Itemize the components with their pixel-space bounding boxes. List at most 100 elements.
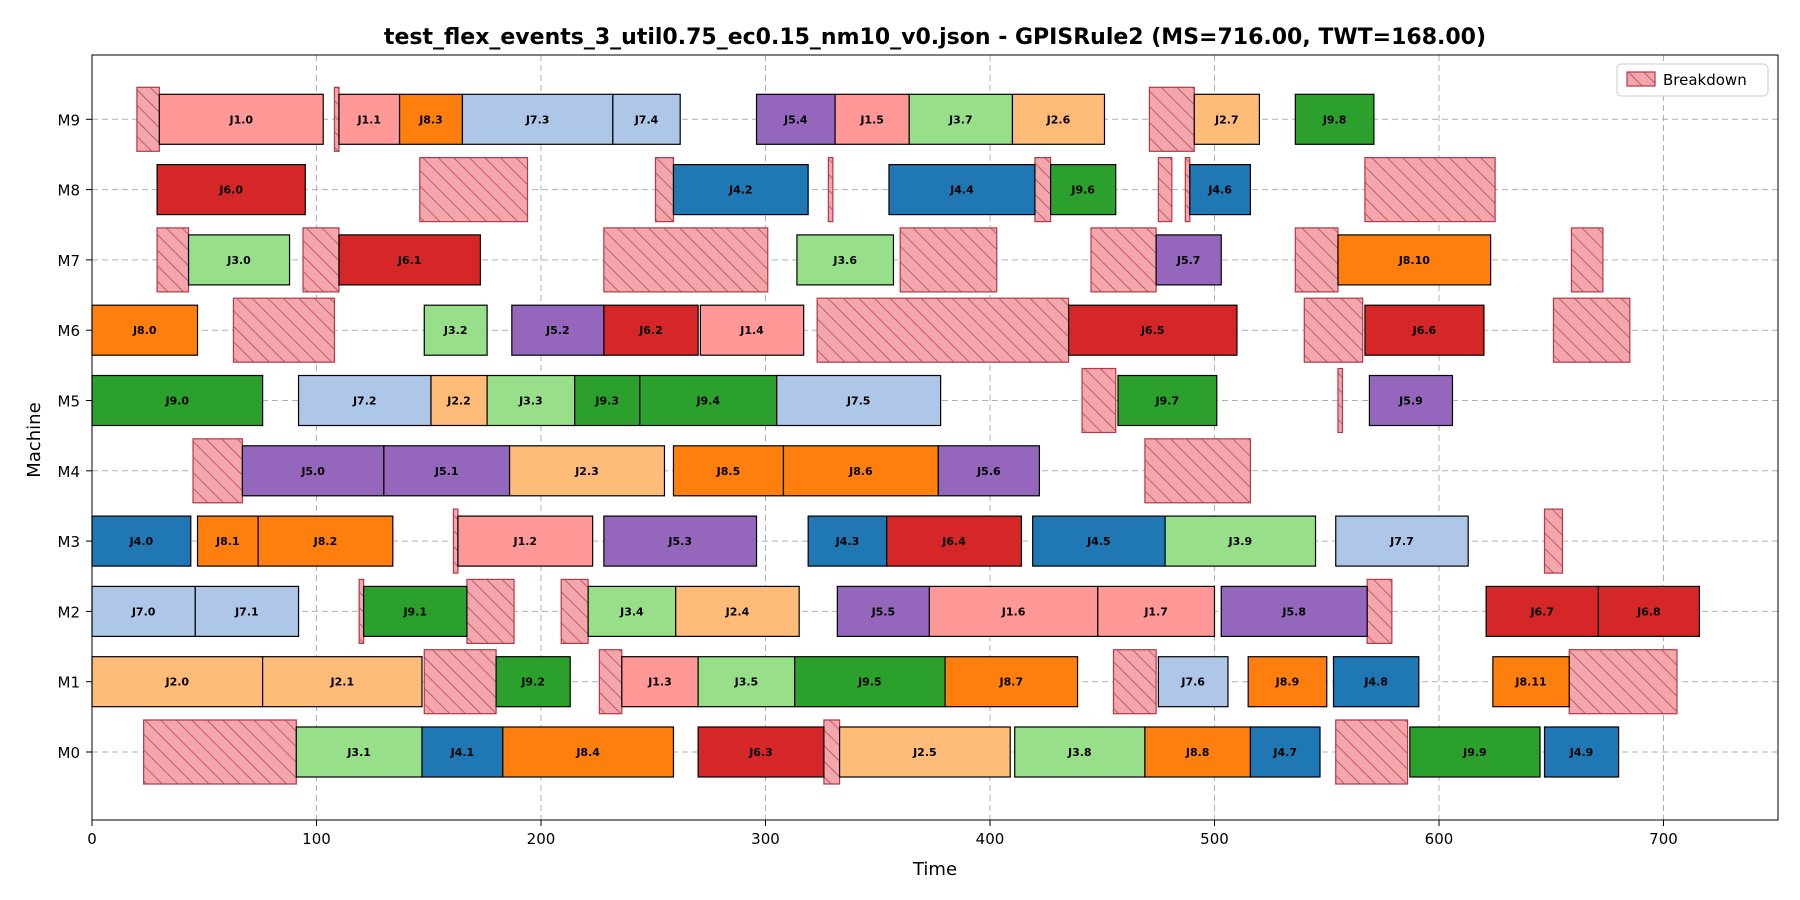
breakdown-bar <box>333 86 340 152</box>
task-label: J3.8 <box>1067 746 1092 759</box>
task-bar <box>156 164 306 216</box>
task-label: J4.8 <box>1363 676 1388 689</box>
task-bar <box>158 93 324 145</box>
task-bar <box>1014 726 1146 778</box>
task-bar <box>383 445 511 497</box>
task-bar <box>495 656 571 708</box>
task-label: J8.5 <box>716 465 741 478</box>
y-tick-label-m2: M2 <box>58 603 81 621</box>
task-label: J6.4 <box>941 535 966 548</box>
breakdown-bar <box>232 297 336 363</box>
task-label: J4.2 <box>728 184 753 197</box>
task-label: J4.0 <box>129 535 154 548</box>
breakdown-bar <box>1144 438 1252 504</box>
task-label: J5.0 <box>300 465 325 478</box>
breakdown-bar <box>1303 297 1364 363</box>
breakdown-bar <box>358 578 365 645</box>
task-label: J1.1 <box>356 113 381 126</box>
breakdown-bar <box>816 297 1070 363</box>
x-tick-label: 600 <box>1425 830 1454 848</box>
task-bar <box>639 374 778 427</box>
task-label: J7.5 <box>846 395 871 408</box>
task-bar <box>1543 726 1620 778</box>
task-bar <box>187 234 291 286</box>
y-axis-label: Machine <box>24 402 45 477</box>
x-tick-label: 700 <box>1649 830 1678 848</box>
task-label: J8.0 <box>132 324 157 337</box>
task-label: J2.6 <box>1046 113 1071 126</box>
task-label: J5.9 <box>1398 395 1423 408</box>
task-label: J2.4 <box>725 605 750 618</box>
task-bar <box>603 515 758 567</box>
task-label: J9.7 <box>1155 395 1180 408</box>
breakdown-bar <box>192 438 244 504</box>
task-label: J3.6 <box>832 254 857 267</box>
task-bar <box>196 515 259 567</box>
breakdown-bar <box>419 157 529 223</box>
task-bar <box>574 374 641 427</box>
task-label: J7.1 <box>234 605 259 618</box>
task-label: J5.8 <box>1281 605 1306 618</box>
task-bar <box>91 374 264 427</box>
task-bar <box>262 656 423 708</box>
task-label: J8.11 <box>1514 676 1546 689</box>
task-label: J2.1 <box>330 676 355 689</box>
task-label: J4.5 <box>1086 535 1111 548</box>
axis-layer: 0 100 200 300 400 500 600 700 M0 M1 M2 M3 M4 M5 M6 M7 M8… <box>58 111 1678 848</box>
task-label: J8.6 <box>848 465 873 478</box>
task-bar <box>755 93 836 145</box>
task-bar <box>1337 234 1492 286</box>
chart-title: test_flex_events_3_util0.75_ec0.15_nm10_… <box>384 25 1486 50</box>
task-bar <box>461 93 614 145</box>
task-label: J8.10 <box>1398 254 1431 267</box>
x-tick-label: 300 <box>751 830 780 848</box>
task-label: J1.3 <box>647 676 672 689</box>
task-bar <box>257 515 394 567</box>
y-tick-label-m9: M9 <box>58 111 81 129</box>
task-label: J3.5 <box>734 676 759 689</box>
task-bar <box>1247 656 1328 708</box>
task-bar <box>603 304 699 356</box>
breakdown-bar <box>423 649 497 715</box>
task-label: J8.2 <box>313 535 338 548</box>
breakdown-bar <box>899 227 998 293</box>
task-label: J7.6 <box>1180 676 1205 689</box>
task-label: J9.2 <box>520 676 545 689</box>
task-label: J2.2 <box>446 395 471 408</box>
task-label: J9.6 <box>1070 184 1095 197</box>
task-label: J5.3 <box>667 535 692 548</box>
task-label: J1.0 <box>228 113 253 126</box>
task-bar <box>1368 374 1454 427</box>
task-bar <box>697 656 796 708</box>
breakdown-bar <box>598 649 623 715</box>
task-label: J8.8 <box>1185 746 1210 759</box>
task-bar <box>363 585 468 638</box>
task-bar <box>672 164 809 216</box>
task-bar <box>511 304 605 356</box>
breakdown-bar <box>466 578 515 645</box>
task-bar <box>928 585 1099 638</box>
task-bar <box>672 445 785 497</box>
breakdown-bar <box>143 719 297 785</box>
task-bar <box>796 234 895 286</box>
task-label: J4.9 <box>1569 746 1594 759</box>
task-label: J8.4 <box>575 746 600 759</box>
task-label: J7.7 <box>1389 535 1414 548</box>
task-label: J9.1 <box>402 605 427 618</box>
task-bar <box>1097 585 1216 638</box>
task-bar <box>886 515 1023 567</box>
y-tick-label-m6: M6 <box>58 322 81 340</box>
task-bar <box>807 515 888 567</box>
y-tick-label-m7: M7 <box>58 252 81 270</box>
task-label: J1.7 <box>1143 605 1168 618</box>
task-label: J8.1 <box>215 535 240 548</box>
task-bar <box>1032 515 1166 567</box>
task-bar <box>241 445 385 497</box>
breakdown-bar <box>1081 367 1117 434</box>
breakdown-bar <box>823 719 841 785</box>
task-label: J9.0 <box>165 395 190 408</box>
breakdown-bar <box>1157 157 1173 223</box>
task-bar <box>1189 164 1252 216</box>
task-label: J6.1 <box>397 254 422 267</box>
